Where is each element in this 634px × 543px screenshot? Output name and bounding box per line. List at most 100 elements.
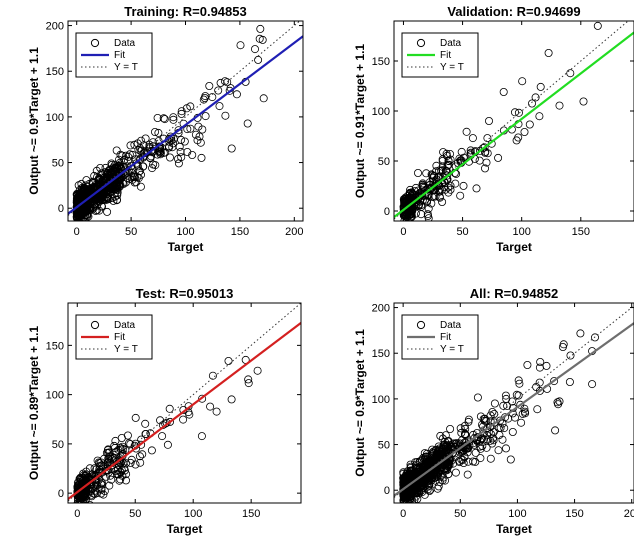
data-point bbox=[135, 452, 144, 461]
data-point bbox=[90, 464, 99, 473]
data-point bbox=[457, 147, 466, 156]
data-point bbox=[130, 140, 139, 149]
data-point bbox=[98, 480, 107, 489]
data-point bbox=[127, 168, 136, 177]
data-point bbox=[460, 421, 469, 430]
data-point bbox=[475, 156, 484, 165]
data-point bbox=[177, 153, 186, 162]
data-point bbox=[452, 441, 461, 450]
data-point bbox=[406, 468, 415, 477]
data-point bbox=[443, 162, 452, 171]
data-point bbox=[149, 160, 158, 169]
training-plot: 0 50 100 150 200 0 50 100 150 200 Training: R=0.94… bbox=[27, 4, 304, 254]
data-point bbox=[418, 481, 427, 490]
data-point bbox=[494, 446, 503, 455]
data-point bbox=[536, 357, 545, 366]
x-tick-label: 0 bbox=[400, 226, 406, 238]
data-point bbox=[444, 188, 453, 197]
data-point bbox=[428, 448, 437, 457]
data-point bbox=[520, 127, 529, 136]
data-point bbox=[508, 427, 517, 436]
y-tick-label: 150 bbox=[372, 56, 390, 68]
x-tick-label: 0 bbox=[400, 508, 406, 520]
y-tick-label: 0 bbox=[384, 485, 390, 497]
y-tick-label: 0 bbox=[58, 488, 64, 500]
axes-frame bbox=[393, 20, 634, 222]
data-point bbox=[463, 448, 472, 457]
data-point bbox=[403, 197, 412, 206]
x-tick-label: 50 bbox=[125, 226, 137, 238]
data-point bbox=[515, 379, 524, 388]
data-point bbox=[422, 169, 431, 178]
data-point bbox=[215, 102, 224, 111]
data-point bbox=[576, 329, 585, 338]
data-point bbox=[503, 401, 512, 410]
data-point bbox=[125, 439, 134, 448]
data-point bbox=[566, 351, 575, 360]
data-point bbox=[476, 412, 485, 421]
data-point bbox=[558, 342, 567, 351]
data-point bbox=[87, 184, 96, 193]
data-point bbox=[156, 147, 165, 156]
identity-line bbox=[68, 21, 301, 216]
data-point bbox=[471, 457, 480, 466]
data-point bbox=[499, 88, 508, 97]
all-title: All: R=0.94852 bbox=[470, 286, 559, 301]
legend-fit-label: Fit bbox=[114, 50, 125, 61]
data-point bbox=[501, 391, 510, 400]
data-point bbox=[108, 461, 117, 470]
data-point bbox=[456, 191, 465, 200]
data-point bbox=[165, 153, 174, 162]
data-point bbox=[453, 158, 462, 167]
data-point bbox=[147, 446, 156, 455]
data-point bbox=[468, 134, 477, 143]
legend-data-marker bbox=[90, 320, 100, 330]
data-point bbox=[591, 333, 600, 342]
data-point bbox=[197, 432, 206, 441]
x-axis-label: Target bbox=[167, 522, 203, 536]
y-tick-label: 150 bbox=[372, 348, 390, 360]
data-point bbox=[486, 436, 495, 445]
data-point bbox=[224, 356, 233, 365]
data-point bbox=[459, 181, 468, 190]
data-point bbox=[483, 423, 492, 432]
data-point bbox=[137, 440, 146, 449]
data-point bbox=[154, 128, 163, 137]
data-point bbox=[438, 197, 447, 206]
data-point bbox=[531, 93, 540, 102]
data-point bbox=[214, 86, 223, 95]
data-point bbox=[111, 467, 120, 476]
data-point bbox=[415, 483, 424, 492]
data-point bbox=[108, 455, 117, 464]
data-point bbox=[194, 122, 203, 131]
data-point bbox=[407, 220, 412, 221]
data-point bbox=[495, 430, 504, 439]
data-point bbox=[430, 182, 439, 191]
y-tick-label: 50 bbox=[378, 440, 390, 452]
data-point bbox=[84, 212, 93, 221]
data-point bbox=[406, 460, 415, 469]
data-point bbox=[232, 90, 241, 99]
data-point bbox=[434, 173, 443, 182]
data-point bbox=[458, 455, 467, 464]
data-point bbox=[506, 455, 515, 464]
data-point bbox=[188, 150, 197, 159]
data-point bbox=[258, 35, 267, 44]
data-point bbox=[476, 454, 485, 463]
data-point bbox=[518, 409, 527, 418]
y-axis-label: Output ~= 0.9*Target + 1.1 bbox=[27, 47, 41, 195]
data-point bbox=[153, 150, 162, 159]
x-tick-label: 0 bbox=[74, 226, 80, 238]
data-point bbox=[165, 404, 174, 413]
data-point bbox=[93, 488, 102, 497]
data-point bbox=[205, 82, 214, 91]
data-point bbox=[436, 472, 445, 481]
data-point bbox=[177, 109, 186, 118]
data-point bbox=[424, 204, 433, 213]
data-point bbox=[112, 146, 121, 155]
data-point bbox=[110, 441, 119, 450]
data-point bbox=[101, 163, 110, 172]
data-point bbox=[153, 114, 162, 123]
data-point bbox=[73, 218, 82, 221]
